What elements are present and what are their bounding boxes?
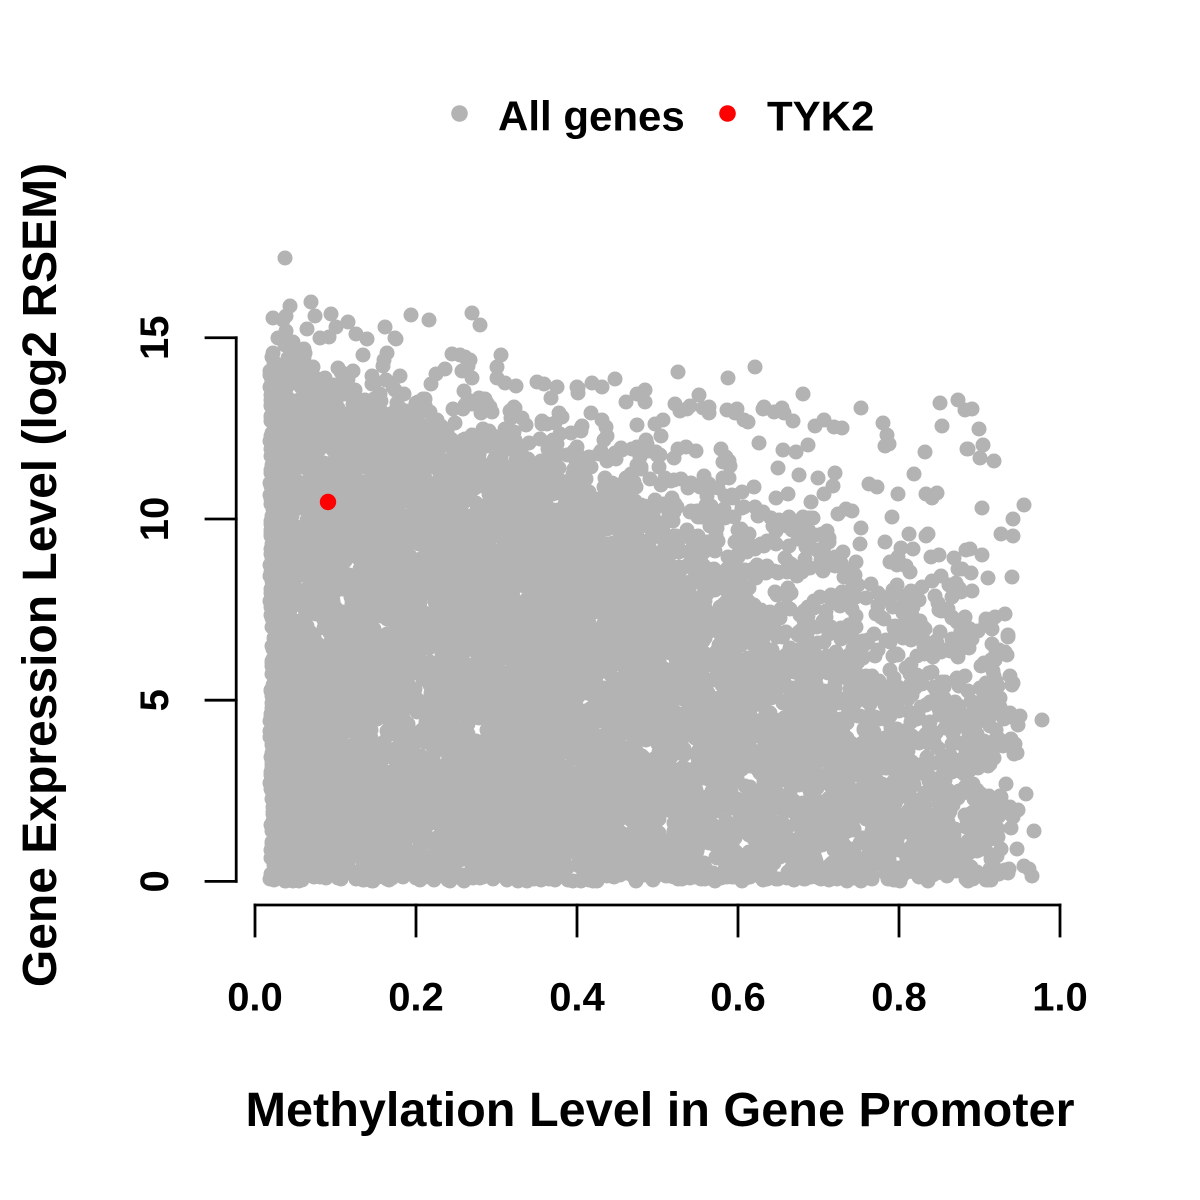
svg-text:0.0: 0.0: [227, 976, 283, 1020]
svg-text:All genes: All genes: [498, 93, 685, 140]
svg-text:Methylation Level in Gene Prom: Methylation Level in Gene Promoter: [246, 1083, 1075, 1137]
svg-text:Gene Expression Level (log2 RS: Gene Expression Level (log2 RSEM): [14, 163, 67, 987]
svg-text:1.0: 1.0: [1032, 976, 1088, 1020]
svg-text:5: 5: [133, 689, 177, 711]
svg-text:0.8: 0.8: [871, 976, 927, 1020]
svg-text:0.6: 0.6: [710, 976, 766, 1020]
svg-text:15: 15: [133, 316, 177, 361]
svg-text:0.4: 0.4: [549, 976, 605, 1020]
svg-text:0.2: 0.2: [388, 976, 444, 1020]
svg-text:10: 10: [133, 497, 177, 542]
svg-text:0: 0: [133, 870, 177, 892]
svg-text:TYK2: TYK2: [767, 93, 874, 140]
